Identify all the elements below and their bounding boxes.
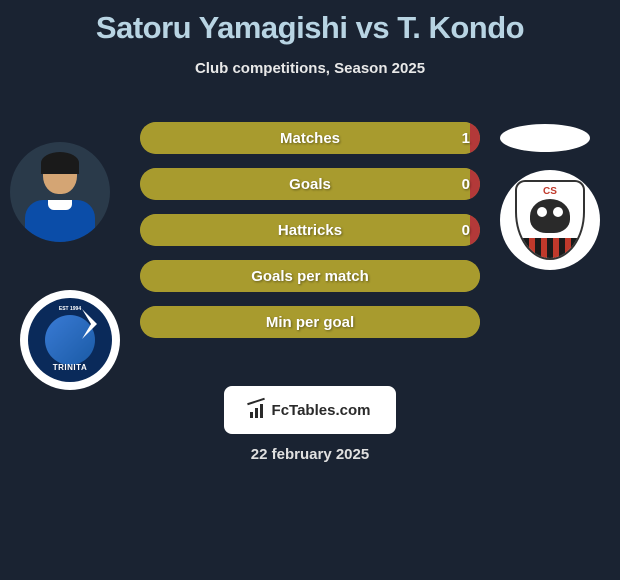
trinita-badge-icon: EST 1994 TRINITA	[28, 298, 112, 382]
competition-subtitle: Club competitions, Season 2025	[0, 60, 620, 77]
vs-text: vs	[356, 10, 389, 45]
stat-label: Hattricks	[140, 222, 480, 239]
stat-row: Min per goal	[140, 306, 480, 338]
stat-value-player-b: 0	[462, 176, 470, 193]
stat-label: Goals per match	[140, 268, 480, 285]
club-b-logo: CS	[500, 170, 600, 270]
player-a-photo	[10, 142, 110, 242]
player-b-name: T. Kondo	[397, 10, 524, 45]
chart-icon	[250, 402, 268, 418]
stat-row: Hattricks0	[140, 214, 480, 246]
source-site-text: FcTables.com	[272, 402, 371, 419]
trinita-wave-icon	[45, 315, 95, 365]
stat-value-player-b: 1	[462, 130, 470, 147]
player-a-name: Satoru Yamagishi	[96, 10, 348, 45]
stat-label: Min per goal	[140, 314, 480, 331]
snapshot-date: 22 february 2025	[0, 446, 620, 463]
consadole-owl-icon	[530, 199, 570, 233]
consadole-shield-icon: CS	[515, 180, 585, 260]
stat-row: Matches1	[140, 122, 480, 154]
club-a-logo: EST 1994 TRINITA	[20, 290, 120, 390]
stats-container: Matches1Goals0Hattricks0Goals per matchM…	[140, 122, 480, 352]
stat-row: Goals per match	[140, 260, 480, 292]
consadole-cs-text: CS	[543, 186, 557, 197]
comparison-title: Satoru Yamagishi vs T. Kondo	[0, 0, 620, 46]
stat-label: Matches	[140, 130, 480, 147]
trinita-name-text: TRINITA	[53, 363, 87, 372]
hair-icon	[41, 152, 79, 174]
trinita-est-text: EST 1994	[59, 306, 81, 312]
consadole-stripes-icon	[517, 238, 583, 258]
collar-icon	[48, 200, 72, 210]
stat-row: Goals0	[140, 168, 480, 200]
stat-label: Goals	[140, 176, 480, 193]
stat-value-player-b: 0	[462, 222, 470, 239]
player-b-placeholder-oval	[500, 124, 590, 152]
source-badge: FcTables.com	[224, 386, 396, 434]
